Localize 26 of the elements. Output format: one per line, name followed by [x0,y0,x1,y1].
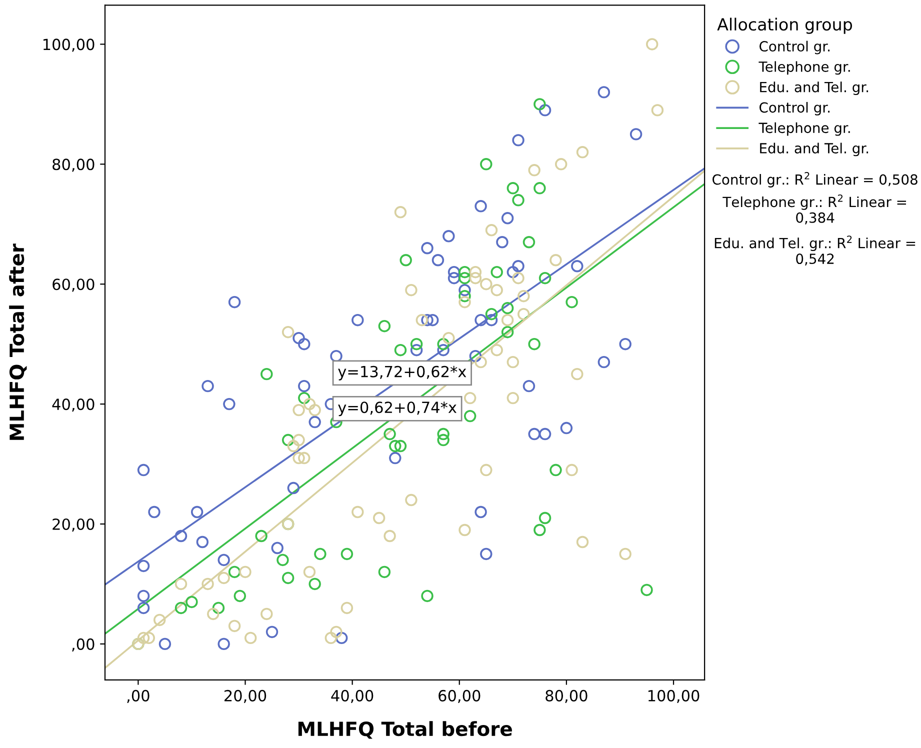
x-tick-label: 20,00 [224,690,266,704]
x-tick-label: ,00 [127,690,150,704]
text: Edu. and Tel. gr.: R$^{2}$ Linear = 0,542 [714,236,916,266]
y-tick-label: 100,00 [43,38,94,52]
legend-label: Edu. and Tel. gr. [760,82,868,96]
annotation: y=13,72+0,62*x [338,366,466,380]
y-tick-label: 60,00 [52,278,94,292]
y-tick-label: 80,00 [52,158,94,172]
y-tick-label: 40,00 [52,398,94,412]
x-tick-label: 40,00 [331,690,374,704]
annotation: y=0,62+0,74*x [338,402,456,416]
x-tick-label: 80,00 [546,690,588,704]
legend-label: Edu. and Tel. gr. [760,142,868,156]
legend-label: Telephone gr. [758,61,850,75]
legend-label: Control gr. [760,40,830,54]
legend-label: Telephone gr. [758,122,850,136]
text: Telephone gr.: R$^{2}$ Linear = 0,384 [722,194,906,224]
text: Control gr.: R$^{2}$ Linear = 0,508 [712,172,918,188]
x-tick-label: 100,00 [648,690,700,704]
y-axis-title: MLHFQ Total after [9,244,27,440]
legend-title: Allocation group [717,18,852,34]
x-axis-title: MLHFQ Total before [298,721,512,739]
legend-label: Control gr. [760,102,830,116]
x-tick-label: 60,00 [438,690,480,704]
y-tick-label: ,00 [72,638,94,652]
y-tick-label: 20,00 [52,518,94,532]
